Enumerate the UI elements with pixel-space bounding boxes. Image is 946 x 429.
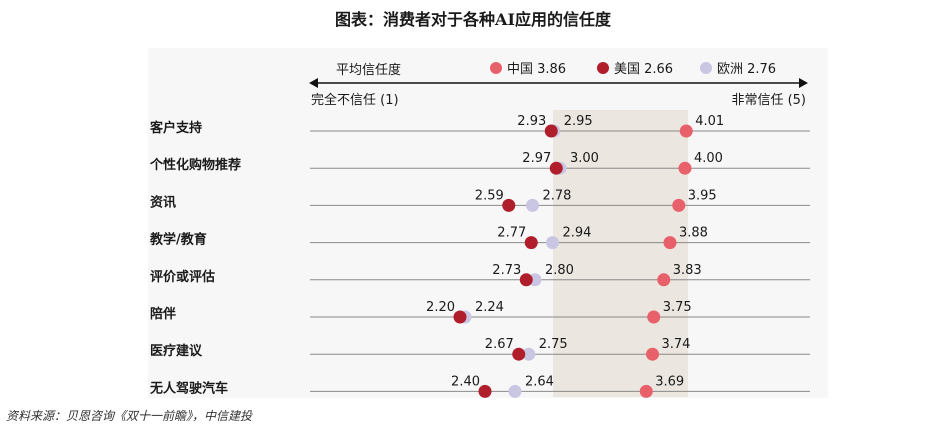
legend-marker-2 (700, 62, 712, 74)
dot-europe (508, 384, 522, 398)
dot-china (647, 310, 661, 324)
axis-caption: 平均信任度 (336, 62, 401, 78)
dot-us (524, 236, 538, 250)
value-label-us: 2.93 (517, 114, 546, 129)
value-label-china: 4.01 (695, 114, 724, 129)
dot-us (453, 310, 467, 324)
value-label-us: 2.20 (426, 300, 455, 315)
dot-us (519, 273, 533, 287)
value-label-europe: 2.24 (475, 300, 504, 315)
value-label-us: 2.97 (522, 151, 551, 166)
value-label-china: 3.75 (663, 300, 692, 315)
dot-europe (522, 347, 536, 361)
value-label-europe: 2.75 (539, 337, 568, 352)
axis-arrow-left (309, 78, 318, 88)
value-label-europe: 3.00 (570, 151, 599, 166)
highlight-band (553, 110, 688, 397)
dot-china (657, 273, 671, 287)
legend-label-0: 中国 3.86 (507, 62, 566, 77)
value-label-china: 4.00 (694, 151, 723, 166)
dot-us (544, 124, 558, 138)
category-label: 客户支持 (150, 120, 202, 136)
category-label: 陪伴 (150, 306, 176, 322)
value-label-china: 3.74 (662, 337, 691, 352)
value-label-china: 3.83 (673, 263, 702, 278)
dot-china (679, 124, 693, 138)
legend-label-2: 欧洲 2.76 (717, 62, 776, 77)
dot-europe (526, 198, 539, 212)
value-label-china: 3.88 (679, 226, 708, 241)
category-label: 教学/教育 (149, 232, 207, 248)
legend-label-1: 美国 2.66 (614, 62, 673, 77)
value-label-europe: 2.94 (563, 226, 592, 241)
category-label: 个性化购物推荐 (149, 157, 241, 173)
chart-panel (148, 48, 828, 398)
dot-us (549, 161, 563, 175)
page-title: 图表：消费者对于各种AI应用的信任度 (335, 10, 611, 29)
value-label-us: 2.67 (485, 337, 514, 352)
value-label-us: 2.77 (497, 226, 526, 241)
value-label-europe: 2.78 (543, 188, 572, 203)
category-label: 无人驾驶汽车 (149, 380, 228, 396)
dot-china (646, 347, 659, 361)
dot-europe (546, 236, 559, 250)
category-label: 医疗建议 (150, 343, 203, 359)
axis-right-label: 非常信任 (5) (731, 93, 806, 108)
dot-us (502, 198, 516, 212)
value-label-us: 2.59 (475, 188, 504, 203)
value-label-china: 3.95 (688, 188, 717, 203)
value-label-us: 2.73 (492, 263, 521, 278)
value-label-china: 3.69 (655, 374, 684, 389)
dot-china (663, 236, 677, 250)
source-note: 资料来源：贝恩咨询《双十一前瞻》，中信建投 (6, 409, 253, 423)
category-label: 评价或评估 (150, 269, 215, 285)
dot-us (512, 347, 526, 361)
value-label-europe: 2.95 (564, 114, 593, 129)
axis-arrow-right (799, 78, 808, 88)
category-label: 资讯 (150, 194, 176, 210)
dot-china (672, 198, 686, 212)
value-label-us: 2.40 (451, 374, 480, 389)
value-label-europe: 2.64 (525, 374, 554, 389)
dot-china (639, 384, 653, 398)
axis-left-label: 完全不信任 (1) (311, 92, 399, 108)
value-label-europe: 2.80 (545, 263, 574, 278)
legend-marker-0 (490, 62, 502, 74)
dot-us (478, 384, 492, 398)
dot-china (678, 161, 692, 175)
legend-marker-1 (597, 62, 609, 74)
